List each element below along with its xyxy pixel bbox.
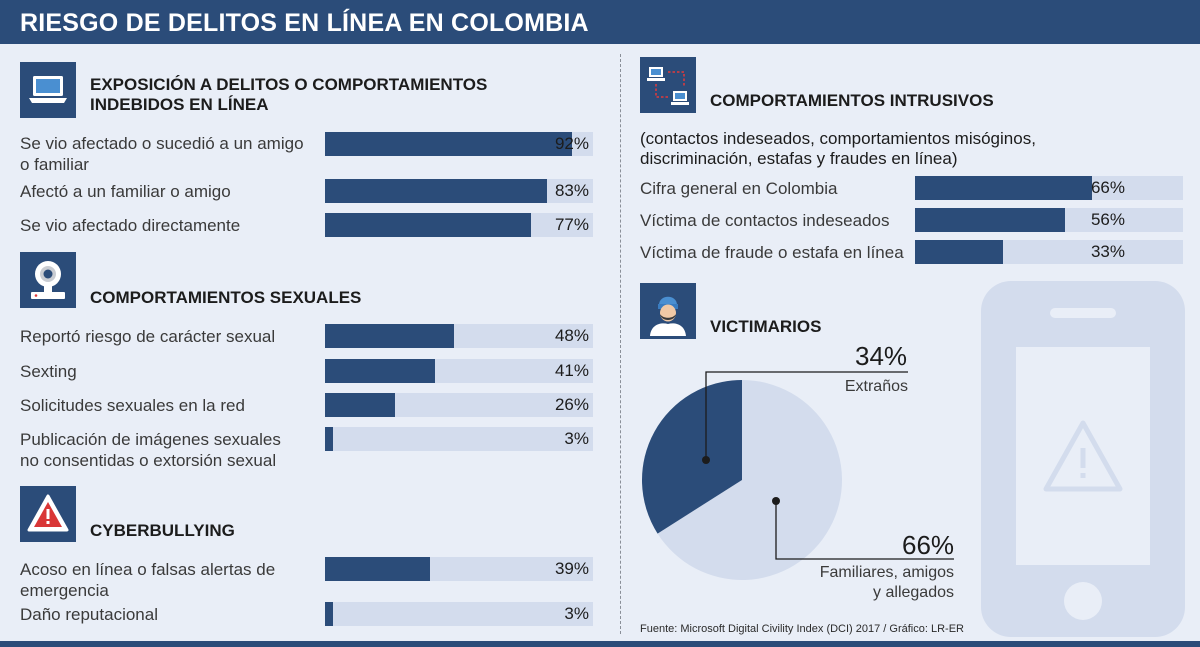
bar-track: 83%: [325, 179, 593, 203]
pie-label-line: y allegados: [873, 584, 954, 601]
network-icon: [640, 57, 696, 113]
sexuales-title: COMPORTAMIENTOS SEXUALES: [90, 288, 362, 307]
bar-label: Reportó riesgo de carácter sexual: [20, 326, 275, 347]
pie-label-familiares: Familiares, amigos y allegados: [784, 563, 954, 603]
victimarios-title: VICTIMARIOS: [710, 317, 822, 336]
bar-label: Cifra general en Colombia: [640, 178, 838, 199]
column-divider: [620, 54, 621, 634]
bar-track: 26%: [325, 393, 593, 417]
exposicion-title: EXPOSICIÓN A DELITOS O COMPORTAMIENTOS I…: [90, 75, 487, 115]
bar-value: 48%: [554, 326, 589, 345]
bar-label: Daño reputacional: [20, 604, 158, 625]
bottom-bar: [0, 641, 1200, 647]
exposicion-title-line1: EXPOSICIÓN A DELITOS O COMPORTAMIENTOS: [90, 75, 488, 94]
bar-label: Publicación de imágenes sexuales no cons…: [20, 429, 281, 471]
page-title: RIESGO DE DELITOS EN LÍNEA EN COLOMBIA: [20, 9, 589, 37]
pie-label-extranos: Extraños: [844, 378, 908, 395]
pie-label-line: Familiares, amigos: [819, 564, 954, 581]
bar-fill: [325, 557, 430, 581]
cyber-title: CYBERBULLYING: [90, 521, 235, 540]
bar-value: 3%: [564, 429, 589, 448]
title-bar: RIESGO DE DELITOS EN LÍNEA EN COLOMBIA: [0, 0, 1200, 44]
bar-fill: [915, 240, 1004, 264]
bar-label-line: no consentidas o extorsión sexual: [20, 451, 277, 470]
bar-label: Se vio afectado directamente: [20, 215, 240, 236]
bar-fill: [915, 176, 1092, 200]
bar-label-line: Afectó a un familiar o amigo: [20, 182, 231, 201]
bar-fill: [325, 359, 435, 383]
bar-label-line: Cifra general en Colombia: [640, 179, 838, 198]
bar-value: 26%: [554, 395, 589, 414]
bar-fill: [325, 602, 334, 626]
bar-label-line: Sexting: [20, 362, 77, 381]
bar-value: 3%: [564, 604, 589, 623]
bar-track: 33%: [915, 240, 1183, 264]
intrusivos-subtitle: (contactos indeseados, comportamientos m…: [640, 129, 1036, 169]
bar-label-line: Publicación de imágenes sexuales: [20, 430, 281, 449]
bar-label-line: o familiar: [20, 155, 89, 174]
bar-label: Sexting: [20, 361, 77, 382]
source-note: Fuente: Microsoft Digital Civility Index…: [640, 623, 964, 635]
intrusivos-title: COMPORTAMIENTOS INTRUSIVOS: [710, 91, 994, 110]
bar-label: Acoso en línea o falsas alertas de emerg…: [20, 559, 275, 601]
bar-fill: [325, 213, 532, 237]
bar-label-line: Se vio afectado o sucedió a un amigo: [20, 134, 304, 153]
bar-label: Se vio afectado o sucedió a un amigo o f…: [20, 133, 304, 175]
intrusivos-subtitle-line2: discriminación, estafas y fraudes en lín…: [640, 149, 958, 168]
bar-label-line: Daño reputacional: [20, 605, 158, 624]
exposicion-title-line2: INDEBIDOS EN LÍNEA: [90, 95, 269, 114]
warning-icon: [20, 486, 76, 542]
bar-value: 41%: [554, 361, 589, 380]
bar-label-line: Víctima de fraude o estafa en línea: [640, 243, 904, 262]
laptop-icon: [20, 62, 76, 118]
bar-track: 48%: [325, 324, 593, 348]
bar-track: 56%: [915, 208, 1183, 232]
bar-label-line: Se vio afectado directamente: [20, 216, 241, 235]
bar-label: Solicitudes sexuales en la red: [20, 395, 245, 416]
bar-value: 56%: [1090, 210, 1125, 229]
bar-fill: [915, 208, 1066, 232]
bar-fill: [325, 179, 548, 203]
bar-fill: [325, 132, 572, 156]
bar-fill: [325, 324, 454, 348]
phone-warning-icon: [981, 281, 1185, 637]
bar-label-line: Víctima de contactos indeseados: [640, 211, 890, 230]
bar-fill: [325, 427, 334, 451]
bar-track: 92%: [325, 132, 593, 156]
bar-value: 66%: [1090, 178, 1125, 197]
bar-track: 3%: [325, 427, 593, 451]
bar-track: 41%: [325, 359, 593, 383]
bar-label: Víctima de contactos indeseados: [640, 210, 889, 231]
bar-value: 92%: [554, 134, 589, 153]
bar-label-line: Solicitudes sexuales en la red: [20, 396, 245, 415]
bar-label: Afectó a un familiar o amigo: [20, 181, 231, 202]
bar-track: 39%: [325, 557, 593, 581]
webcam-icon: [20, 252, 76, 308]
bar-track: 66%: [915, 176, 1183, 200]
bar-track: 3%: [325, 602, 593, 626]
bar-value: 83%: [554, 181, 589, 200]
bar-value: 77%: [554, 215, 589, 234]
bar-track: 77%: [325, 213, 593, 237]
intrusivos-subtitle-line1: (contactos indeseados, comportamientos m…: [640, 129, 1036, 148]
bar-label-line: emergencia: [20, 581, 109, 600]
bar-label: Víctima de fraude o estafa en línea: [640, 242, 904, 263]
bar-label-line: Acoso en línea o falsas alertas de: [20, 560, 276, 579]
victimarios-pie: [642, 380, 842, 580]
pie-value-extranos: 34%: [855, 341, 908, 371]
bar-value: 39%: [554, 559, 589, 578]
pie-value-familiares: 66%: [902, 530, 955, 560]
bar-fill: [325, 393, 395, 417]
bar-value: 33%: [1090, 242, 1125, 261]
person-icon: [640, 283, 696, 339]
bar-label-line: Reportó riesgo de carácter sexual: [20, 327, 276, 346]
